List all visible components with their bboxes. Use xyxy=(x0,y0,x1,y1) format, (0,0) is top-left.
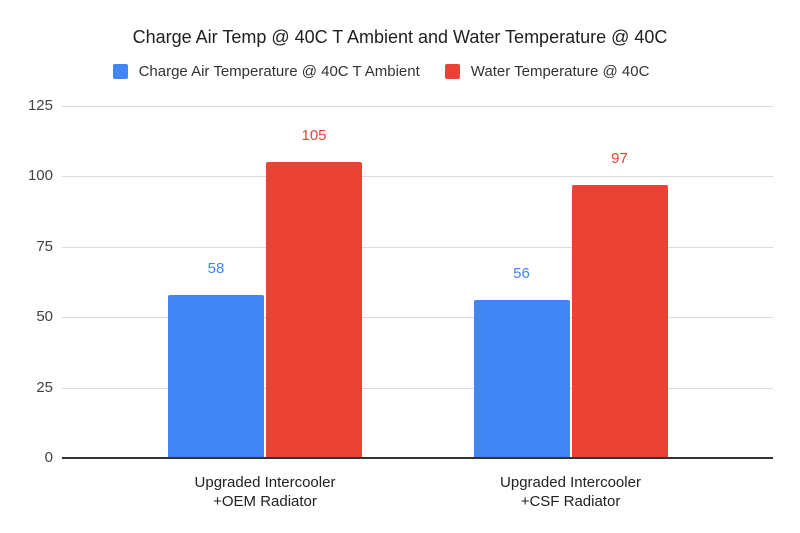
gridline xyxy=(62,176,773,178)
bar-charge-air-group2 xyxy=(473,300,570,458)
chart-legend: Charge Air Temperature @ 40C T Ambient Wa… xyxy=(0,61,781,81)
y-tick-label: 75 xyxy=(36,237,53,255)
gridline xyxy=(62,246,773,248)
chart-title: Charge Air Temp @ 40C T Ambient and Wate… xyxy=(132,27,668,47)
gridline xyxy=(62,106,773,107)
gridline xyxy=(62,387,773,389)
legend-item-charge-air: Charge Air Temperature @ 40C T Ambient xyxy=(112,62,420,80)
bar-water-group1 xyxy=(266,162,362,458)
legend-swatch-icon xyxy=(112,63,128,79)
category-label: Upgraded Intercooler +OEM Radiator xyxy=(194,474,336,510)
y-tick-label: 100 xyxy=(27,167,53,185)
legend-label: Charge Air Temperature @ 40C T Ambient xyxy=(138,62,420,80)
bar-value-label: 105 xyxy=(301,127,327,145)
category-label: Upgraded Intercooler +CSF Radiator xyxy=(500,474,641,510)
gridline xyxy=(62,317,773,319)
bar-value-label: 58 xyxy=(207,259,225,277)
bar-charge-air-group1 xyxy=(168,294,264,458)
x-axis-line xyxy=(62,457,773,459)
bar-value-label: 97 xyxy=(611,149,628,167)
legend-label: Water Temperature @ 40C xyxy=(470,62,650,80)
y-tick-label: 0 xyxy=(44,449,53,466)
y-tick-label: 25 xyxy=(36,378,53,396)
legend-item-water: Water Temperature @ 40C xyxy=(444,62,650,80)
y-tick-label: 125 xyxy=(27,97,53,114)
legend-swatch-icon xyxy=(444,63,460,79)
bar-water-group2 xyxy=(571,184,668,458)
bar-value-label: 56 xyxy=(513,265,530,283)
y-tick-label: 50 xyxy=(36,308,53,326)
